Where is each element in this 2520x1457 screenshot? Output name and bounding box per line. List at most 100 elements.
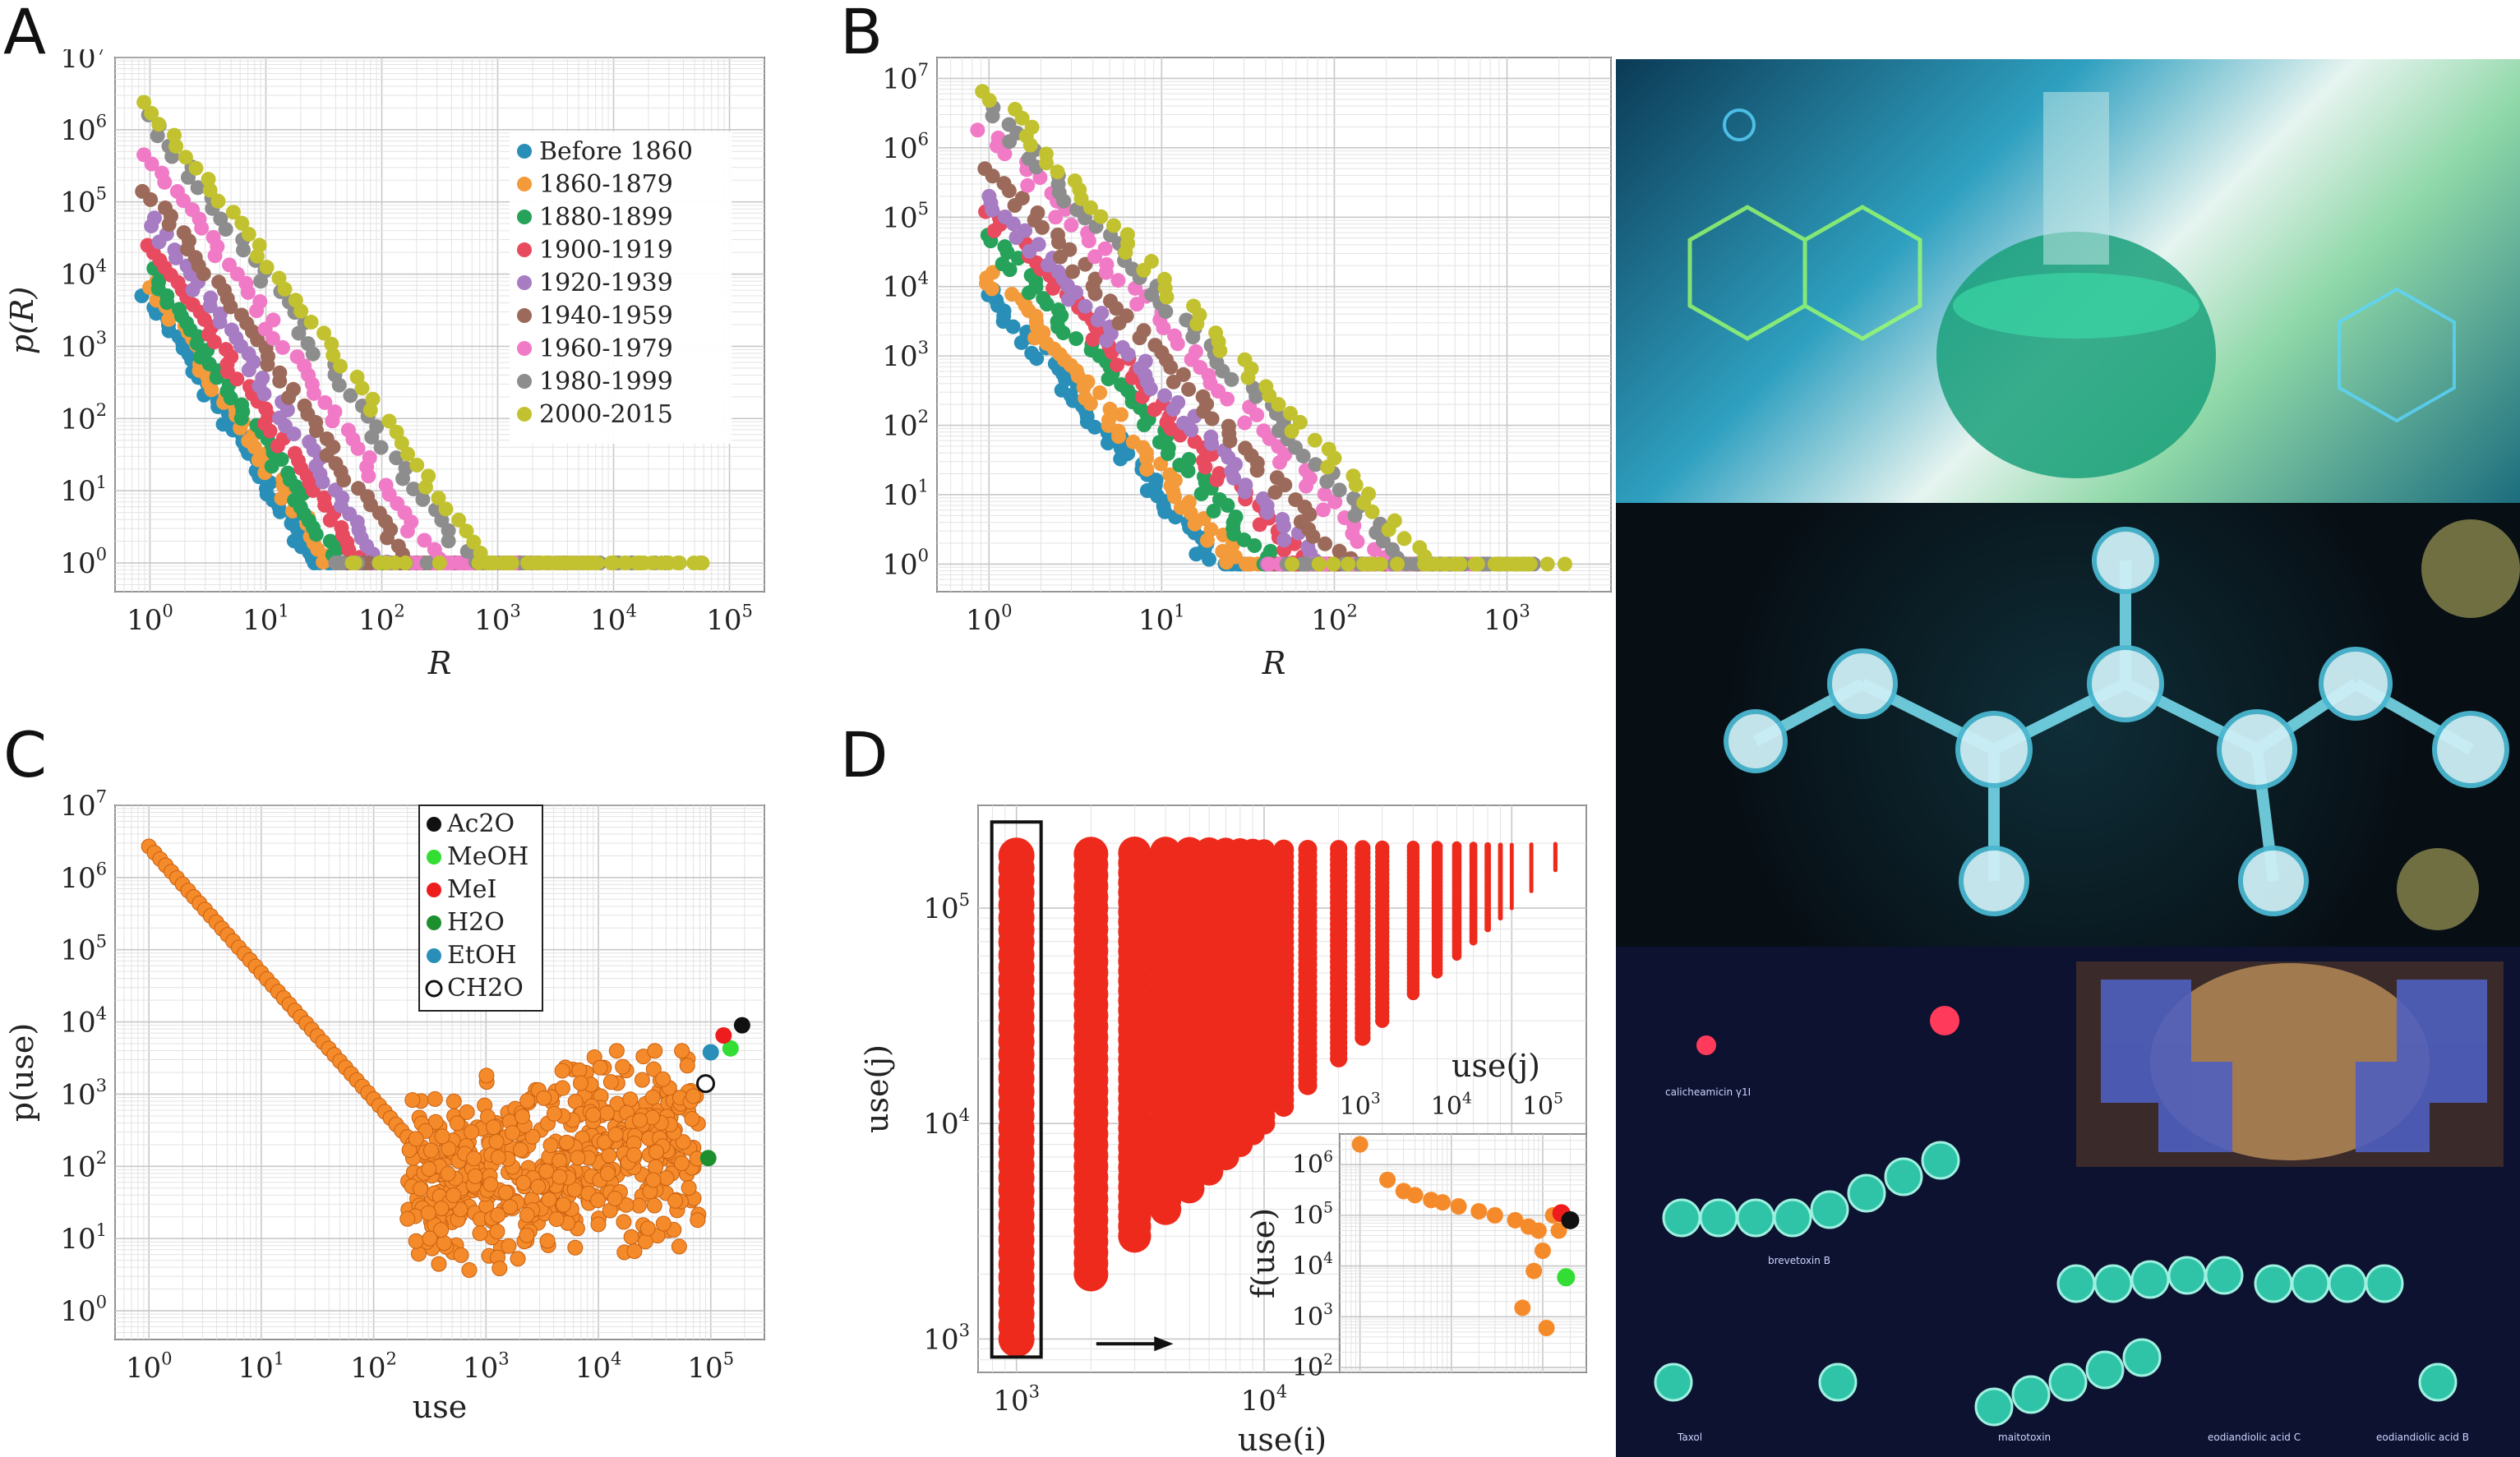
b-point-2000-2015 [1212,343,1228,358]
c-point [464,1123,480,1140]
c-point [422,1230,438,1247]
c-point [644,1089,661,1105]
b-point-1980-1999 [1332,482,1347,498]
b-point-1940-1959 [1111,316,1127,331]
c-point [433,1222,450,1238]
b-point-1920-1939 [1008,230,1024,246]
b-point-2000-2015 [1307,432,1322,448]
b-point-1860-1879 [1239,556,1254,572]
a-point-tail [328,556,344,571]
b-point-2000-2015 [1262,388,1277,403]
a-point-1920-1939 [144,218,159,233]
c-point [690,1212,706,1229]
d-point [1431,841,1443,852]
b-point-1920-1939 [1157,388,1173,403]
d-point [1355,840,1371,856]
d-point [1273,839,1295,860]
photo-flask-chemistry [1616,59,2520,503]
b-point-1860-1879 [1092,385,1108,400]
d-inset-point [1530,1222,1547,1239]
a-point-2000-2015 [288,293,303,308]
a-point-before-1860 [272,504,288,519]
b-point-1860-1879 [1076,380,1092,395]
a-y-tick-label: 106 [60,111,107,147]
c-point [524,1128,541,1145]
d-inset-point [1406,1187,1424,1204]
b-point-1940-1959 [1007,198,1022,214]
c-point [541,1192,557,1208]
c-point [555,1196,571,1213]
d-point [1073,837,1109,872]
d-point [1298,839,1318,860]
b-point-1860-1879 [984,281,999,297]
a-point-1960-1979 [350,440,366,456]
d-point [1529,842,1534,847]
c-point [445,1093,462,1109]
a-legend-marker [517,144,532,159]
c-point [632,1112,648,1128]
c-point [472,1225,488,1242]
b-point-2000-2015 [1348,477,1364,493]
b-point-1960-1979 [1110,273,1126,288]
a-point-2000-2015 [394,436,409,451]
c-point [399,1210,416,1227]
a-point-tail [486,556,501,571]
a-point-2000-2015 [241,227,256,242]
a-point-1960-1979 [361,468,376,484]
b-point-1860-1879 [1199,533,1215,548]
c-y-tick-label: 107 [60,786,107,823]
b-point-1880-1899 [1220,497,1235,513]
a-x-axis-label: R [427,645,452,681]
a-point-1960-1979 [176,193,192,209]
b-point-1960-1979 [1350,533,1365,549]
c-point [679,1058,695,1074]
a-point-2000-2015 [409,457,425,473]
a-point-2000-2015 [528,556,543,571]
a-point-2000-2015 [324,336,339,352]
b-point-1900-1919 [986,223,1002,238]
a-point-1900-1919 [270,438,285,454]
c-legend: Ac2O MeOH MeI H2O EtOH CH2O [418,805,543,1012]
a-point-1940-1959 [336,473,352,488]
c-point [626,1243,643,1260]
a-point-1940-1959 [196,266,211,282]
a-point-1920-1939 [202,298,218,314]
a-point-1940-1959 [281,390,297,405]
b-point-1920-1939 [1237,484,1253,500]
b-point-before-1860 [1202,551,1217,567]
c-point [552,1169,568,1185]
c-point [489,1224,505,1240]
b-point-1980-1999 [1308,457,1323,473]
a-legend-marker [517,341,532,356]
c-point [639,1220,656,1237]
c-point [667,1192,684,1209]
b-point-2000-2015 [1073,191,1089,206]
a-point-2000-2015 [400,446,416,462]
b-point-2000-2015 [1539,556,1555,572]
caption-maitotoxin: maitotoxin [1998,1432,2052,1443]
b-point-1940-1959 [1163,359,1179,375]
c-point [482,1176,499,1192]
b-point-1900-1919 [1147,402,1162,417]
a-point-1980-1999 [305,346,321,362]
a-point-1980-1999 [395,471,411,486]
b-point-1880-1899 [1039,297,1055,312]
b-point-1900-1919 [1209,472,1225,487]
c-y-tick-label: 106 [60,859,107,895]
c-solvent-point-mei [715,1027,732,1044]
c-point [559,1134,575,1150]
d-point [1452,841,1462,851]
a-legend-marker [517,308,532,323]
b-point-1860-1879 [1219,555,1235,570]
a-point-1980-1999 [236,242,252,258]
a-points [134,95,710,571]
b-point-2000-2015 [1396,531,1412,546]
d-inset-point [1486,1206,1503,1224]
b-point-tail [1512,556,1528,572]
d-points [998,837,1558,1358]
a-point-1880-1899 [159,295,175,311]
a-point-2000-2015 [431,491,446,506]
a-point-1880-1899 [209,370,224,385]
a-point-1900-1919 [322,513,338,528]
c-point [601,1147,617,1164]
